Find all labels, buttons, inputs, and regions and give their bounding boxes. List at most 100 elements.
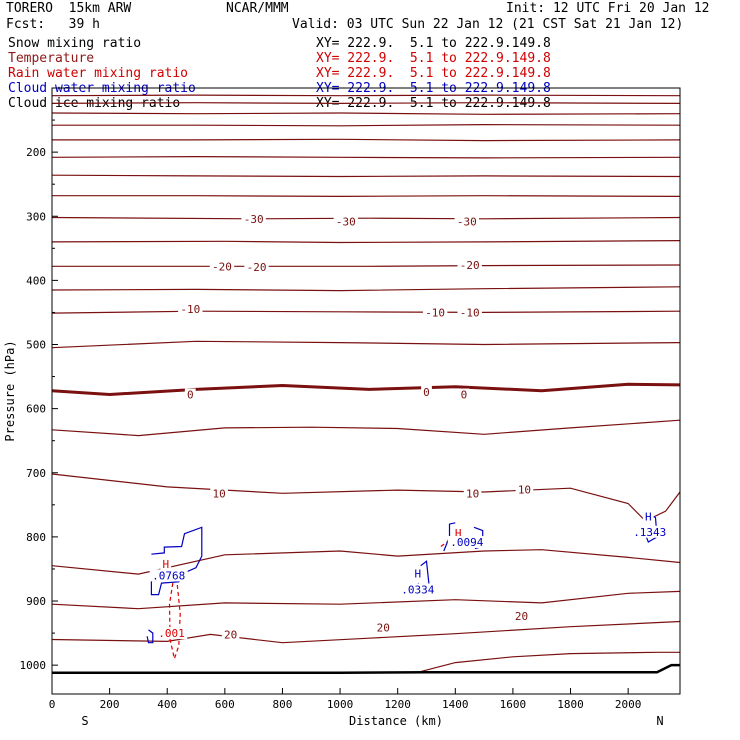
temperature-label-bg: [241, 212, 266, 225]
temperature-contour: [52, 264, 681, 267]
cloud-water-contours: [146, 510, 658, 644]
x-tick-label: 200: [100, 698, 120, 711]
temperature-label: -30: [457, 215, 477, 228]
temperature-label: 0: [187, 389, 194, 402]
temperature-label: 0: [423, 386, 430, 399]
temperature-label: -20: [212, 260, 232, 273]
temperature-contour: [52, 138, 681, 142]
cloud-water-label-bg: [642, 510, 654, 523]
forecast-hour: Fcst: 39 h: [6, 17, 100, 32]
temperature-contour: [52, 123, 681, 127]
field-cloudice-xy: XY= 222.9. 5.1 to 222.9.149.8: [316, 96, 551, 111]
y-tick-label: 200: [26, 146, 46, 159]
temperature-contours: [51, 94, 681, 673]
cloud-water-label-bg: [398, 583, 437, 596]
temperature-label: -30: [244, 213, 264, 226]
temperature-contour: [51, 549, 681, 575]
x-tick-label: 1200: [384, 698, 411, 711]
temperature-contour: [51, 112, 681, 115]
y-axis-title: Pressure (hPa): [3, 340, 17, 441]
temperature-label: 10: [518, 483, 531, 496]
temperature-label: -20: [247, 261, 267, 274]
temperature-label-bg: [221, 628, 240, 641]
y-tick-label: 900: [26, 595, 46, 608]
y-tick-label: 1000: [20, 659, 47, 672]
temperature-contour: [51, 382, 681, 397]
plot-frame: [51, 87, 681, 695]
cloud-water-contour: [146, 629, 154, 644]
temperature-contour: [51, 419, 681, 437]
x-tick-label: 2000: [615, 698, 642, 711]
temperature-label-bg: [178, 303, 203, 316]
x-tick-label: 1000: [327, 698, 354, 711]
temperature-label: 10: [212, 487, 225, 500]
rain-label-bg: [160, 557, 172, 570]
temperature-label: -10: [460, 306, 480, 319]
ground-surface-line: [52, 663, 680, 675]
temperature-label-bg: [244, 260, 269, 273]
cloud-water-label-bg: [447, 536, 486, 549]
north-label: N: [656, 714, 663, 728]
rain-label: H: [162, 558, 169, 571]
south-label: S: [81, 714, 88, 728]
temperature-label: 10: [466, 487, 479, 500]
cloud-water-label: .0094: [450, 536, 483, 549]
ground-surface: [52, 663, 680, 675]
temperature-label: 20: [515, 610, 528, 623]
temperature-contour: [51, 590, 681, 610]
temperature-label-bg: [210, 487, 228, 500]
field-rain-label: Rain water mixing ratio: [8, 66, 189, 81]
temperature-label-bg: [454, 215, 480, 228]
temperature-label-bg: [457, 306, 482, 319]
model-name: TORERO 15km ARW: [6, 1, 132, 16]
temperature-contour: [51, 286, 681, 292]
temperature-label-bg: [457, 258, 482, 271]
cloud-water-label-bg: [412, 567, 424, 580]
cloud-water-label: .0334: [401, 583, 434, 596]
y-tick-label: 500: [26, 339, 46, 352]
cloud-water-contour: [443, 522, 456, 552]
temperature-contour: [51, 473, 681, 522]
field-temp-xy: XY= 222.9. 5.1 to 222.9.149.8: [316, 51, 551, 66]
temperature-contour: [51, 94, 681, 97]
rain-label: .001: [158, 627, 185, 640]
x-tick-label: 1600: [500, 698, 527, 711]
x-tick-label: 0: [49, 698, 56, 711]
temperature-label-bg: [463, 487, 482, 500]
temperature-label-bg: [374, 621, 393, 634]
y-tick-label: 800: [26, 531, 46, 544]
field-temp-label: Temperature: [8, 51, 95, 66]
cloud-water-label-bg: [630, 525, 669, 538]
valid-time: Valid: 03 UTC Sun 22 Jan 12 (21 CST Sat …: [292, 17, 684, 32]
temperature-contour: [51, 620, 681, 644]
axes: 0 200 400 600 800 1000 1200 1400 1600 1800 2000200…: [3, 87, 681, 728]
cloud-water-contour: [150, 526, 203, 596]
temperature-label-bg: [515, 483, 534, 496]
rain-contour: [168, 581, 181, 661]
rain-label-bg: [452, 527, 464, 540]
cloud-water-label-bg: [149, 569, 188, 582]
x-tick-label: 600: [215, 698, 235, 711]
cloud-water-label: .0768: [152, 569, 185, 582]
temperature-label: 0: [461, 389, 468, 402]
temperature-label: -10: [180, 303, 200, 316]
temperature-label-bg: [333, 215, 359, 228]
y-tick-label: 300: [26, 210, 46, 223]
cloud-water-label: H: [645, 510, 652, 523]
contour-labels: -30 -30 -30 -20 -20 -20 -10 -10 -10 0 0 0 10 10 10 20 20…: [149, 212, 669, 641]
temperature-label-bg: [421, 385, 432, 398]
temperature-label: 20: [377, 621, 390, 634]
temperature-contour: [51, 310, 681, 314]
temperature-contour: [51, 174, 681, 178]
temperature-label-bg: [458, 388, 470, 401]
x-tick-label: 1800: [557, 698, 584, 711]
temperature-label-bg: [512, 609, 531, 622]
temperature-label: 20: [224, 628, 237, 641]
rain-label: H: [455, 527, 462, 540]
temperature-contour: [51, 240, 681, 244]
temperature-label: -30: [336, 215, 356, 228]
field-snow-xy: XY= 222.9. 5.1 to 222.9.149.8: [316, 36, 551, 51]
y-tick-label: 400: [26, 274, 46, 287]
temperature-label: -20: [460, 259, 480, 272]
temperature-contour: [51, 102, 681, 105]
